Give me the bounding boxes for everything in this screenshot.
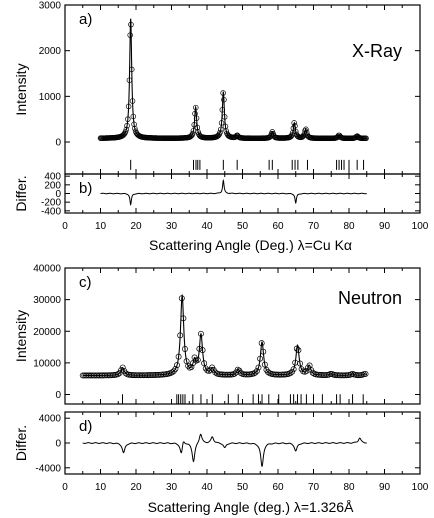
observed-point bbox=[189, 130, 196, 137]
observed-point bbox=[362, 371, 369, 377]
y-axis-label: Differ. bbox=[13, 425, 29, 461]
x-tick-label: 90 bbox=[379, 221, 391, 232]
observed-point bbox=[231, 370, 238, 377]
y-tick-label: -200 bbox=[41, 198, 61, 209]
observed-point bbox=[288, 133, 294, 140]
observed-point bbox=[255, 364, 262, 371]
y-tick-label: 2000 bbox=[39, 46, 62, 57]
observed-point bbox=[253, 368, 260, 375]
observed-point bbox=[172, 366, 179, 372]
observed-point bbox=[194, 357, 201, 363]
y-tick-label: 400 bbox=[44, 172, 61, 183]
observed-point bbox=[215, 132, 222, 139]
y-tick-label: -4000 bbox=[35, 463, 61, 474]
x-tick-label: 80 bbox=[343, 221, 355, 232]
y-tick-label: 10000 bbox=[33, 358, 61, 369]
observed-point bbox=[174, 362, 180, 369]
observed-point bbox=[287, 370, 294, 377]
x-tick-label: 100 bbox=[412, 482, 429, 493]
calculated-line bbox=[82, 293, 367, 377]
x-tick-label: 100 bbox=[412, 221, 429, 232]
observed-point bbox=[303, 126, 309, 133]
x-tick-label: 60 bbox=[272, 482, 284, 493]
panel-label: d) bbox=[79, 418, 92, 435]
panel-label: b) bbox=[79, 180, 92, 197]
y-axis-label: Differ. bbox=[13, 175, 29, 211]
y-axis-label: Intensity bbox=[13, 63, 29, 115]
y-tick-label: 200 bbox=[44, 180, 61, 191]
x-tick-label: 50 bbox=[237, 482, 249, 493]
x-tick-label: 0 bbox=[62, 482, 68, 493]
x-tick-label: 80 bbox=[343, 482, 355, 493]
panel-a-frame bbox=[64, 4, 421, 175]
difference-line bbox=[82, 433, 367, 468]
x-tick-label: 10 bbox=[95, 482, 107, 493]
panel-label: a) bbox=[79, 11, 92, 28]
x-tick-label: 30 bbox=[166, 221, 178, 232]
observed-point bbox=[301, 368, 308, 375]
difference-line bbox=[100, 179, 367, 206]
x-tick-label: 60 bbox=[272, 221, 284, 232]
observed-point bbox=[252, 369, 259, 376]
x-tick-label: 50 bbox=[237, 221, 249, 232]
observed-point bbox=[122, 129, 129, 135]
y-tick-label: 1000 bbox=[39, 92, 62, 103]
y-tick-label: 20000 bbox=[33, 327, 61, 338]
x-tick-label: 0 bbox=[62, 221, 68, 232]
observed-point bbox=[217, 129, 223, 136]
observed-point bbox=[185, 363, 192, 369]
y-tick-label: 30000 bbox=[33, 295, 61, 306]
x-tick-label: 40 bbox=[201, 221, 213, 232]
y-tick-label: 4000 bbox=[39, 414, 62, 425]
x-tick-label: 40 bbox=[201, 482, 213, 493]
observed-point bbox=[287, 134, 294, 140]
observed-point bbox=[265, 369, 272, 376]
y-tick-label: 0 bbox=[55, 189, 61, 200]
observed-point bbox=[290, 366, 297, 373]
observed-point bbox=[234, 366, 241, 373]
y-tick-label: -400 bbox=[41, 206, 61, 217]
y-tick-label: 0 bbox=[55, 390, 61, 401]
x-tick-label: 20 bbox=[130, 482, 142, 493]
x-tick-label: 70 bbox=[308, 221, 320, 232]
observed-point bbox=[114, 371, 121, 378]
y-tick-label: 0 bbox=[55, 138, 61, 149]
observed-point bbox=[170, 368, 177, 375]
x-tick-label: 70 bbox=[308, 482, 320, 493]
observed-point bbox=[169, 369, 176, 376]
x-tick-label: 20 bbox=[130, 221, 142, 232]
y-tick-label: 3000 bbox=[39, 1, 62, 12]
x-tick-label: 30 bbox=[166, 482, 178, 493]
x-tick-label: 10 bbox=[95, 221, 107, 232]
x-axis-label: Scattering Angle (Deg.) λ=Cu Kα bbox=[149, 237, 352, 253]
panel-label: c) bbox=[79, 274, 92, 291]
observed-point bbox=[116, 370, 123, 377]
observed-point bbox=[119, 364, 126, 371]
y-axis-label: Intensity bbox=[13, 310, 29, 362]
pattern-annotation: X-Ray bbox=[352, 41, 402, 61]
y-tick-label: 0 bbox=[55, 439, 61, 450]
calculated-line bbox=[100, 18, 367, 139]
pattern-annotation: Neutron bbox=[338, 288, 402, 308]
x-tick-label: 90 bbox=[379, 482, 391, 493]
x-axis-label: Scattering Angle (deg.) λ=1.326Å bbox=[148, 499, 355, 515]
y-tick-label: 40000 bbox=[33, 264, 61, 275]
